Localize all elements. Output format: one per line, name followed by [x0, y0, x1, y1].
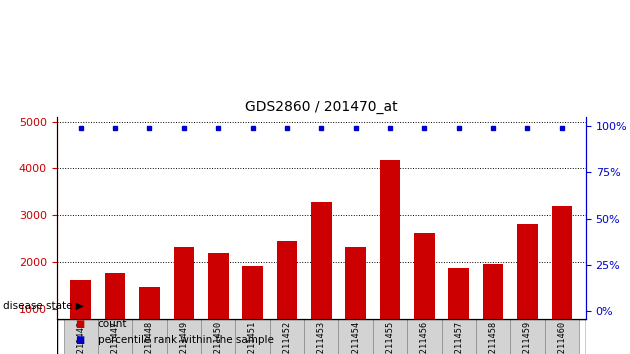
Bar — [449, 268, 469, 354]
Bar — [311, 202, 331, 354]
Text: disease state ▶: disease state ▶ — [3, 301, 84, 311]
Bar — [304, 319, 338, 354]
Bar — [167, 319, 201, 354]
Text: GSM211459: GSM211459 — [523, 321, 532, 354]
Bar — [510, 319, 545, 354]
Bar — [277, 241, 297, 354]
Text: GSM211458: GSM211458 — [489, 321, 498, 354]
Title: GDS2860 / 201470_at: GDS2860 / 201470_at — [245, 101, 398, 114]
Text: GSM211448: GSM211448 — [145, 321, 154, 354]
Text: GSM211450: GSM211450 — [214, 321, 223, 354]
Text: GSM211451: GSM211451 — [248, 321, 257, 354]
Text: GSM211455: GSM211455 — [386, 321, 394, 354]
Bar — [64, 319, 98, 354]
Bar — [71, 280, 91, 354]
Text: GSM211454: GSM211454 — [351, 321, 360, 354]
Bar — [338, 319, 373, 354]
Bar — [132, 319, 167, 354]
Bar — [545, 319, 579, 354]
Text: GSM211456: GSM211456 — [420, 321, 429, 354]
Bar — [414, 233, 435, 354]
Text: GSM211449: GSM211449 — [180, 321, 188, 354]
Bar — [407, 319, 442, 354]
Bar — [139, 287, 160, 354]
Bar — [517, 224, 538, 354]
Text: GSM211452: GSM211452 — [282, 321, 292, 354]
Bar — [236, 319, 270, 354]
Bar — [105, 273, 125, 354]
Bar — [373, 319, 407, 354]
Bar — [442, 319, 476, 354]
Text: GSM211457: GSM211457 — [454, 321, 463, 354]
Text: count: count — [98, 319, 127, 329]
Bar — [98, 319, 132, 354]
Bar — [270, 319, 304, 354]
Text: GSM211447: GSM211447 — [111, 321, 120, 354]
Bar — [208, 253, 229, 354]
Bar — [243, 266, 263, 354]
Bar — [551, 206, 572, 354]
Bar — [380, 160, 400, 354]
Text: percentile rank within the sample: percentile rank within the sample — [98, 335, 273, 345]
Text: ■: ■ — [76, 335, 85, 345]
Text: GSM211453: GSM211453 — [317, 321, 326, 354]
Bar — [483, 264, 503, 354]
Bar — [476, 319, 510, 354]
Text: GSM211460: GSM211460 — [558, 321, 566, 354]
Text: GSM211446: GSM211446 — [76, 321, 85, 354]
Text: ■: ■ — [76, 319, 85, 329]
Bar — [345, 247, 366, 354]
Bar — [173, 247, 194, 354]
Bar — [201, 319, 236, 354]
